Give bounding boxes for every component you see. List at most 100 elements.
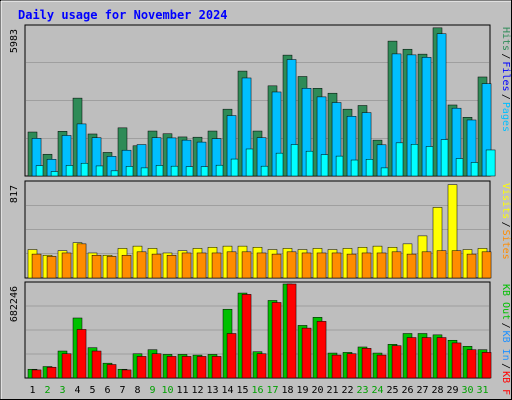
bar-visits-sites-sites-day-24 <box>376 252 387 279</box>
panel-kbytes-legend-kb-f: KB F <box>500 371 511 395</box>
panel-visits-sites-ymax-label: 817 <box>9 185 20 203</box>
bar-visits-sites-sites-day-16 <box>256 252 267 279</box>
x-tick-label-day-4: 4 <box>74 385 80 396</box>
panel-kbytes-legend-kb-out: KB Out <box>500 284 511 320</box>
x-tick-label-day-2: 2 <box>44 385 50 396</box>
x-tick-label-day-14: 14 <box>221 385 233 396</box>
bar-visits-sites-sites-day-9 <box>151 253 162 279</box>
x-tick-label-day-28: 28 <box>431 385 443 396</box>
x-tick-label-day-27: 27 <box>416 385 428 396</box>
bar-visits-sites-sites-day-31 <box>481 251 492 279</box>
bar-kbytes-kb-f-day-13 <box>211 356 222 379</box>
bar-hits-files-pages-pages-day-31 <box>485 149 496 177</box>
bar-visits-sites-sites-day-22 <box>346 253 357 279</box>
x-tick-label-day-25: 25 <box>386 385 398 396</box>
bar-visits-sites-sites-day-8 <box>136 251 147 279</box>
bar-visits-sites-sites-day-17 <box>271 253 282 279</box>
bar-visits-sites-sites-day-5 <box>91 254 102 279</box>
bar-kbytes-kb-f-day-12 <box>196 356 207 379</box>
bar-kbytes-kb-f-day-6 <box>106 364 117 379</box>
x-tick-label-day-10: 10 <box>161 385 173 396</box>
bar-kbytes-kb-f-day-27 <box>421 337 432 379</box>
x-tick-label-day-22: 22 <box>341 385 353 396</box>
panel-kbytes-legend-separator: / <box>500 363 511 369</box>
bar-kbytes-kb-f-day-18 <box>286 283 297 379</box>
bar-visits-sites-sites-day-3 <box>61 252 72 279</box>
bar-kbytes-kb-f-day-8 <box>136 356 147 379</box>
x-tick-label-day-15: 15 <box>236 385 248 396</box>
x-tick-label-day-6: 6 <box>104 385 110 396</box>
bar-visits-sites-sites-day-11 <box>181 252 192 279</box>
x-tick-label-day-21: 21 <box>326 385 338 396</box>
panel-kbytes-legend-separator: / <box>500 323 511 329</box>
panel-hits-files-pages-legend-hits: Hits <box>500 27 511 51</box>
bar-visits-sites-sites-day-23 <box>361 252 372 279</box>
bar-visits-sites-sites-day-14 <box>226 251 237 279</box>
bar-visits-sites-sites-day-10 <box>166 254 177 279</box>
x-tick-label-day-30: 30 <box>461 385 473 396</box>
panel-kbytes-legend-kb-in: KB In <box>500 331 511 361</box>
x-tick-label-day-7: 7 <box>119 385 125 396</box>
panel-hits-files-pages-legend-files: Files <box>500 61 511 91</box>
bar-visits-sites-sites-day-4 <box>76 243 87 279</box>
bar-kbytes-kb-f-day-17 <box>271 302 282 379</box>
bar-kbytes-kb-f-day-30 <box>466 349 477 379</box>
x-tick-label-day-31: 31 <box>476 385 488 396</box>
bar-kbytes-kb-f-day-20 <box>316 321 327 379</box>
bar-kbytes-kb-f-day-29 <box>451 342 462 379</box>
x-tick-label-day-23: 23 <box>356 385 368 396</box>
bar-kbytes-kb-f-day-25 <box>391 345 402 379</box>
panel-hits-files-pages-ymax-label: 5983 <box>9 29 20 53</box>
x-tick-label-day-3: 3 <box>59 385 65 396</box>
bar-visits-sites-sites-day-12 <box>196 252 207 279</box>
x-tick-label-day-26: 26 <box>401 385 413 396</box>
bar-visits-sites-sites-day-27 <box>421 251 432 279</box>
bar-kbytes-kb-f-day-9 <box>151 353 162 379</box>
bar-kbytes-kb-f-day-31 <box>481 352 492 379</box>
bar-visits-sites-sites-day-29 <box>451 250 462 279</box>
x-tick-label-day-8: 8 <box>134 385 140 396</box>
bar-visits-sites-sites-day-7 <box>121 254 132 279</box>
x-tick-label-day-29: 29 <box>446 385 458 396</box>
panel-hits-files-pages-legend-pages: Pages <box>500 102 511 132</box>
bar-kbytes-kb-f-day-4 <box>76 329 87 379</box>
panel-hits-files-pages-legend-separator: / <box>500 94 511 100</box>
panel-hits-files-pages-legend-separator: / <box>500 53 511 59</box>
bar-visits-sites-sites-day-19 <box>301 252 312 279</box>
panel-visits-sites-legend-visits: Visits <box>500 183 511 219</box>
panel-kbytes-ymax-label: 682246 <box>9 286 20 322</box>
bar-kbytes-kb-f-day-2 <box>46 366 57 379</box>
bar-visits-sites-sites-day-20 <box>316 252 327 279</box>
bar-kbytes-kb-f-day-28 <box>436 337 447 379</box>
bar-visits-sites-sites-day-1 <box>31 253 42 279</box>
bar-visits-sites-sites-day-21 <box>331 252 342 279</box>
bar-visits-sites-sites-day-30 <box>466 253 477 279</box>
bar-kbytes-kb-f-day-3 <box>61 353 72 379</box>
chart-title: Daily usage for November 2024 <box>18 8 228 22</box>
x-tick-label-day-16: 16 <box>251 385 263 396</box>
x-tick-label-day-9: 9 <box>149 385 155 396</box>
x-tick-label-day-20: 20 <box>311 385 323 396</box>
x-tick-label-day-18: 18 <box>281 385 293 396</box>
bar-kbytes-kb-f-day-5 <box>91 350 102 379</box>
bar-visits-sites-sites-day-6 <box>106 256 117 279</box>
bar-kbytes-kb-f-day-23 <box>361 348 372 379</box>
bar-kbytes-kb-f-day-22 <box>346 353 357 379</box>
bar-visits-sites-sites-day-28 <box>436 250 447 279</box>
bar-kbytes-kb-f-day-21 <box>331 354 342 379</box>
bar-visits-sites-sites-day-18 <box>286 251 297 279</box>
bar-kbytes-kb-f-day-19 <box>301 327 312 379</box>
bar-kbytes-kb-f-day-1 <box>31 369 42 379</box>
bar-visits-sites-sites-day-2 <box>46 256 57 279</box>
bar-visits-sites-sites-day-13 <box>211 252 222 279</box>
bar-kbytes-kb-f-day-10 <box>166 356 177 379</box>
bar-kbytes-kb-f-day-11 <box>181 356 192 379</box>
bar-kbytes-kb-f-day-15 <box>241 294 252 379</box>
x-tick-label-day-5: 5 <box>89 385 95 396</box>
x-tick-label-day-24: 24 <box>371 385 383 396</box>
x-tick-label-day-11: 11 <box>176 385 188 396</box>
bar-kbytes-kb-f-day-14 <box>226 333 237 379</box>
x-tick-label-day-17: 17 <box>266 385 278 396</box>
